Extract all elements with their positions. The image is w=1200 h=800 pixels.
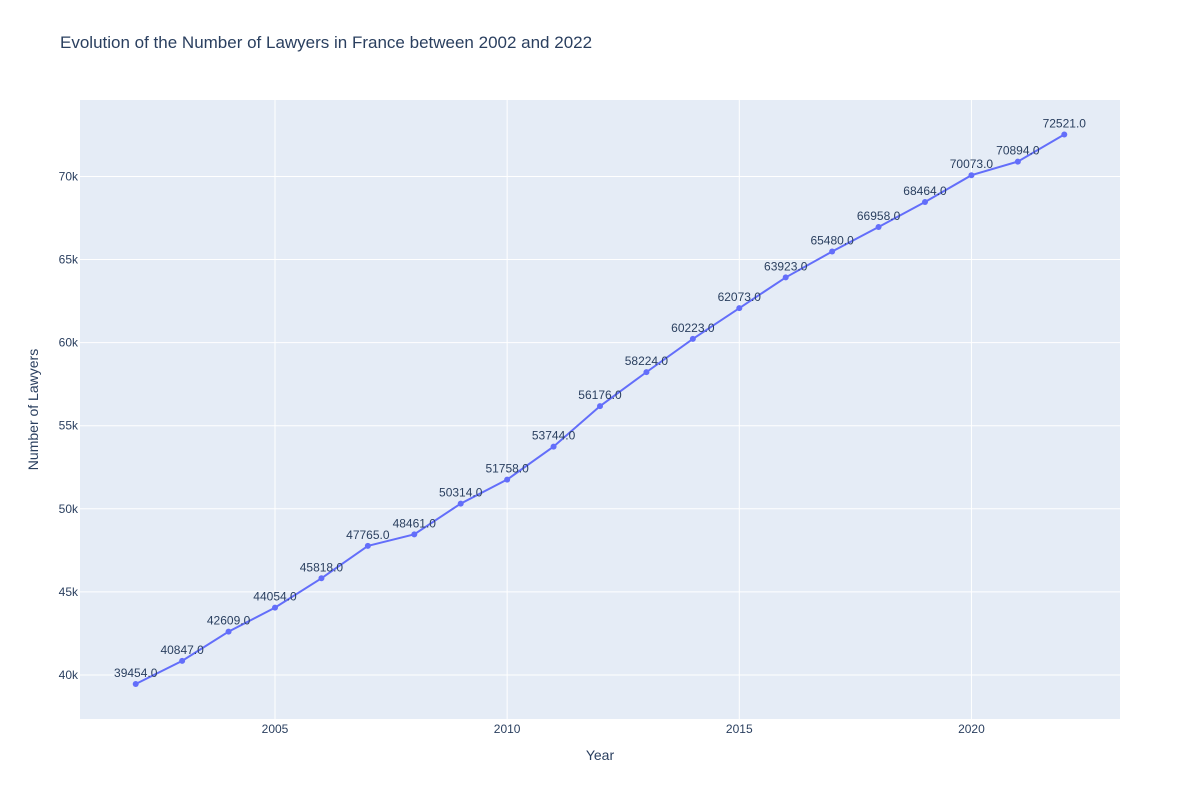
data-point [457, 500, 464, 507]
x-tick-label: 2010 [494, 722, 521, 736]
y-tick-label: 50k [59, 502, 79, 516]
x-axis-label: Year [586, 747, 615, 763]
plot-area [80, 100, 1120, 719]
y-tick-label: 70k [59, 169, 79, 183]
data-label: 60223.0 [671, 321, 715, 335]
data-point [179, 657, 186, 664]
data-label: 44054.0 [253, 590, 297, 604]
x-tick-label: 2020 [958, 722, 985, 736]
data-label: 51758.0 [485, 462, 529, 476]
data-label: 63923.0 [764, 259, 808, 273]
data-label: 66958.0 [857, 209, 901, 223]
chart-title: Evolution of the Number of Lawyers in Fr… [60, 33, 593, 52]
data-label: 40847.0 [160, 643, 204, 657]
data-point [643, 369, 650, 376]
data-point [132, 681, 139, 688]
data-point [272, 604, 278, 611]
data-label: 48461.0 [393, 516, 437, 530]
data-label: 70073.0 [950, 157, 994, 171]
data-label: 39454.0 [114, 666, 158, 680]
y-tick-label: 45k [59, 585, 79, 599]
x-tick-label: 2015 [726, 722, 753, 736]
y-tick-label: 60k [59, 336, 79, 350]
data-label: 45818.0 [300, 560, 344, 574]
data-label: 70894.0 [996, 144, 1040, 158]
data-label: 65480.0 [810, 234, 854, 248]
data-point [225, 628, 232, 635]
data-point [1014, 158, 1021, 165]
data-label: 68464.0 [903, 184, 947, 198]
data-point [922, 198, 928, 205]
data-point [736, 305, 743, 312]
data-point [782, 274, 789, 281]
data-label: 72521.0 [1043, 117, 1087, 131]
data-point [550, 443, 557, 450]
data-point [689, 335, 696, 342]
y-tick-label: 65k [59, 253, 79, 267]
data-point [411, 531, 418, 538]
y-tick-label: 40k [59, 668, 79, 682]
y-axis-label: Number of Lawyers [25, 349, 41, 470]
data-point [1061, 131, 1068, 138]
data-point [829, 248, 836, 255]
data-label: 42609.0 [207, 614, 251, 628]
data-point [968, 172, 975, 179]
data-label: 53744.0 [532, 429, 576, 443]
data-point [364, 542, 371, 549]
y-tick-label: 55k [59, 419, 79, 433]
data-label: 58224.0 [625, 354, 669, 368]
x-tick-label: 2005 [262, 722, 289, 736]
data-label: 50314.0 [439, 486, 483, 500]
data-label: 47765.0 [346, 528, 390, 542]
data-point [318, 575, 325, 582]
data-point [875, 223, 882, 230]
data-point [504, 476, 511, 483]
data-label: 62073.0 [718, 290, 762, 304]
data-point [597, 403, 603, 410]
data-label: 56176.0 [578, 388, 622, 402]
